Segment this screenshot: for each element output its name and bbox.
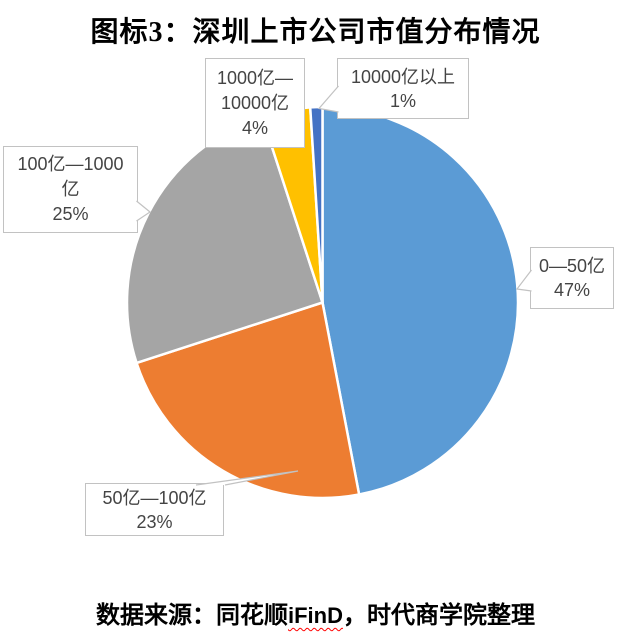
callout-0-50: 0—50亿 47% <box>530 247 614 309</box>
callout-1000-10000: 1000亿— 10000亿 4% <box>205 58 305 148</box>
callout-50-100: 50亿—100亿 23% <box>85 483 224 536</box>
callout-100-1000-label: 100亿—1000 亿 25% <box>17 154 124 224</box>
source-ifind-spellcheck: iFinD <box>288 603 343 628</box>
source-note: 数据来源：同花顺iFinD，时代商学院整理 <box>0 595 631 630</box>
callout-50-100-label: 50亿—100亿 23% <box>102 487 207 532</box>
source-suffix: ，时代商学院整理 <box>343 603 535 629</box>
callout-0-50-label: 0—50亿 47% <box>538 256 606 300</box>
callout-10000-plus: 10000亿以上 1% <box>337 58 469 119</box>
callout-10000-plus-label: 10000亿以上 1% <box>350 66 456 111</box>
source-prefix: 数据来源：同花顺 <box>96 603 288 629</box>
callout-1000-10000-label: 1000亿— 10000亿 4% <box>216 67 294 138</box>
callout-100-1000: 100亿—1000 亿 25% <box>3 146 138 233</box>
chart-title: 图标3：深圳上市公司市值分布情况 <box>90 17 541 48</box>
pie-slice-0 <box>321 105 520 496</box>
